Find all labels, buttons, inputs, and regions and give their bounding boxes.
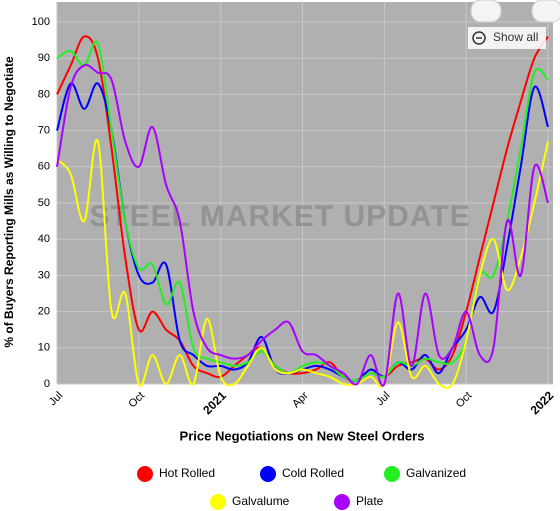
legend-marker bbox=[210, 494, 226, 510]
y-tick-label: 40 bbox=[38, 233, 50, 245]
legend-marker bbox=[384, 466, 400, 482]
button-label[interactable]: Show all bbox=[493, 30, 538, 44]
y-tick-label: 80 bbox=[38, 88, 50, 100]
legend: Hot Rolled Cold Rolled Galvanized Galvalume… bbox=[137, 466, 466, 510]
show-all-button[interactable]: Show all bbox=[468, 27, 546, 49]
y-tick-label: 20 bbox=[38, 306, 50, 318]
button-bg[interactable] bbox=[468, 27, 546, 49]
lines bbox=[56, 35, 549, 389]
legend-marker bbox=[260, 466, 276, 482]
x-tick-label: 2022 bbox=[528, 388, 557, 417]
y-tick-label: 60 bbox=[38, 161, 50, 173]
legend-label: Hot Rolled bbox=[159, 466, 215, 480]
x-tick-label: 2021 bbox=[200, 388, 229, 417]
x-tick-label: Oct bbox=[126, 390, 147, 411]
x-tick-label: Jul bbox=[47, 390, 65, 408]
watermark: STEEL MARKET UPDATE bbox=[89, 200, 470, 233]
zoom-icon bbox=[472, 31, 486, 45]
legend-label: Galvanized bbox=[406, 466, 466, 480]
y-tick-label: 0 bbox=[44, 378, 50, 390]
legend-marker bbox=[137, 466, 153, 482]
series-line bbox=[56, 63, 549, 387]
legend-label: Plate bbox=[356, 494, 384, 508]
legend-marker bbox=[334, 494, 350, 510]
legend-label: Cold Rolled bbox=[282, 466, 344, 480]
y-tick-label: 50 bbox=[38, 197, 50, 209]
scroll-handle[interactable] bbox=[470, 0, 502, 23]
x-axis-title: Price Negotiations on New Steel Orders bbox=[180, 428, 425, 443]
legend-label: Galvalume bbox=[232, 494, 290, 508]
y-tick-label: 10 bbox=[38, 342, 50, 354]
series-line bbox=[56, 138, 549, 389]
x-tick-label: Apr bbox=[290, 389, 311, 410]
scroll-handle[interactable] bbox=[531, 0, 560, 23]
grid bbox=[56, 2, 553, 385]
y-tick-label: 70 bbox=[38, 125, 50, 137]
y-tick-label: 30 bbox=[38, 269, 50, 281]
y-tick-label: 100 bbox=[32, 16, 50, 28]
y-tick-label: 90 bbox=[38, 52, 50, 64]
x-tick-label: Oct bbox=[454, 390, 475, 411]
y-axis-title: % of Buyers Reporting Mills as Willing t… bbox=[2, 56, 16, 348]
x-tick-label: Jul bbox=[374, 390, 392, 408]
